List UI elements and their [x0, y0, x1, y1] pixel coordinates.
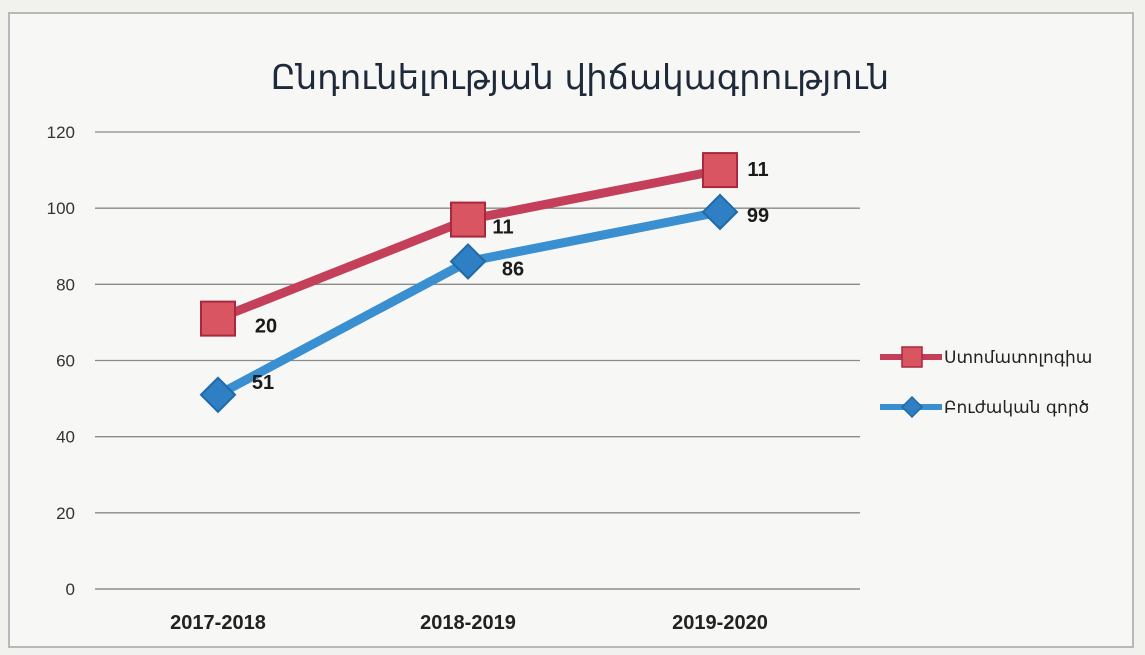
grid — [95, 131, 860, 590]
x-tick-label: 2019-2020 — [672, 612, 768, 634]
chart-title: Ընդունելության վիճակագրություն — [271, 58, 889, 98]
data-label: 51 — [252, 372, 274, 394]
x-axis-ticks: 2017-2018 2018-2019 2019-2020 — [170, 612, 768, 634]
line-chart: Ընդունելության վիճակագրություն 0 20 40 60 80… — [47, 58, 1093, 634]
data-label: 11 — [747, 159, 768, 181]
y-tick-label: 80 — [56, 275, 75, 294]
data-label: 11 — [492, 217, 513, 239]
y-tick-label: 60 — [56, 352, 75, 371]
data-point-square — [450, 201, 486, 238]
x-tick-label: 2018-2019 — [420, 612, 516, 634]
chart-frame: Ընդունելության վիճակագրություն 0 20 40 60 80… — [8, 12, 1134, 648]
y-tick-label: 120 — [47, 123, 75, 142]
legend-marker-square — [901, 346, 923, 368]
y-tick-label: 20 — [56, 504, 75, 523]
data-label: 86 — [502, 258, 524, 280]
series-line-general-medicine — [213, 207, 725, 400]
data-point-square — [702, 152, 738, 189]
legend-label: Ստոմատոլոգիա — [944, 348, 1092, 368]
y-axis-ticks: 0 20 40 60 80 100 120 — [47, 123, 75, 599]
legend-marker-diamond — [900, 395, 924, 419]
data-point-square — [200, 300, 236, 337]
data-point-diamond — [449, 243, 487, 280]
data-label: 99 — [747, 205, 769, 227]
data-label: 20 — [255, 316, 277, 338]
data-labels: 51 86 99 20 11 11 — [252, 159, 769, 394]
x-tick-label: 2017-2018 — [170, 612, 266, 634]
y-tick-label: 100 — [47, 199, 75, 218]
data-point-diamond — [701, 193, 739, 231]
y-tick-label: 40 — [56, 428, 75, 447]
legend: Ստոմատոլոգիա Բուժական գործ — [880, 346, 1092, 419]
legend-label: Բուժական գործ — [944, 398, 1089, 418]
y-tick-label: 0 — [66, 580, 75, 599]
data-point-diamond — [199, 376, 237, 414]
series — [199, 152, 739, 414]
